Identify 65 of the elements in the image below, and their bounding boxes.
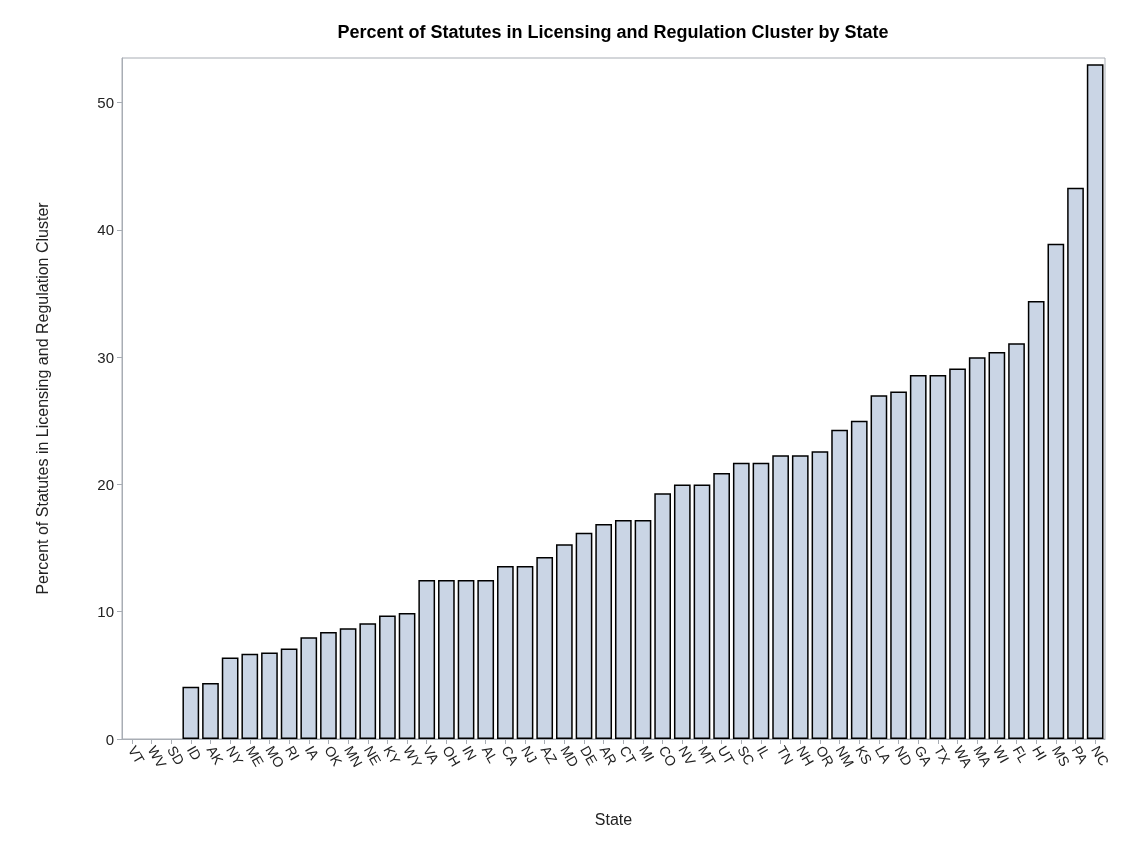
bar <box>202 682 219 739</box>
bar <box>772 455 789 739</box>
bar <box>929 374 947 739</box>
y-tick-label: 50 <box>97 94 114 112</box>
bar <box>791 455 809 739</box>
bar <box>221 657 239 739</box>
bar <box>1027 301 1045 739</box>
bar <box>418 579 436 739</box>
bar <box>614 520 632 739</box>
bar <box>968 357 986 739</box>
x-tick-label: AK <box>203 743 228 768</box>
bar <box>811 451 829 739</box>
bar <box>850 420 868 739</box>
y-tick-label: 20 <box>97 475 114 493</box>
bar <box>241 653 259 739</box>
bar <box>890 391 907 739</box>
bar <box>300 637 318 739</box>
bar <box>497 565 514 739</box>
y-tick-label: 0 <box>105 730 114 748</box>
x-tick-label: KY <box>380 743 404 768</box>
bar <box>477 579 495 739</box>
x-tick-label: OK <box>321 743 346 770</box>
bar <box>909 374 927 739</box>
x-axis-title: State <box>594 810 633 828</box>
bar <box>673 484 691 739</box>
bar <box>280 648 298 739</box>
bar <box>339 628 357 739</box>
y-tick-label: 40 <box>97 221 114 239</box>
bar <box>693 484 711 739</box>
bar <box>654 493 672 739</box>
bar <box>536 556 554 739</box>
x-tick-label: RI <box>282 743 304 764</box>
y-tick-label: 30 <box>97 348 114 366</box>
bar <box>634 520 652 739</box>
chart-title: Percent of Statutes in Licensing and Regulation Cluster by State <box>337 22 889 42</box>
bar <box>516 565 534 739</box>
bar <box>949 368 966 739</box>
bar <box>320 632 337 739</box>
bar <box>398 612 416 739</box>
bar <box>555 544 573 739</box>
bar <box>438 579 455 739</box>
bar <box>595 523 613 739</box>
x-tick-label: IN <box>459 743 480 764</box>
bar <box>870 395 888 739</box>
bar <box>457 579 475 739</box>
x-tick-label: IA <box>301 743 323 764</box>
y-axis-title: Percent of Statutes in Licensing and Regulation Cluster <box>33 201 51 595</box>
bar <box>732 462 750 739</box>
bar <box>831 429 848 739</box>
bar <box>1086 64 1104 739</box>
bar <box>1008 343 1025 739</box>
bar <box>988 352 1006 739</box>
y-tick-label: 10 <box>97 603 114 621</box>
bar <box>575 532 593 739</box>
x-tick-label: VT <box>124 743 148 767</box>
bar <box>1047 243 1065 739</box>
bar <box>261 652 278 739</box>
bar <box>1067 187 1084 739</box>
bar <box>713 472 730 739</box>
bar <box>182 686 200 739</box>
x-tick-label: ID <box>183 743 205 764</box>
bar <box>379 615 396 739</box>
bar <box>359 623 377 739</box>
bar <box>752 462 770 739</box>
x-tick-label: HI <box>1029 743 1051 764</box>
